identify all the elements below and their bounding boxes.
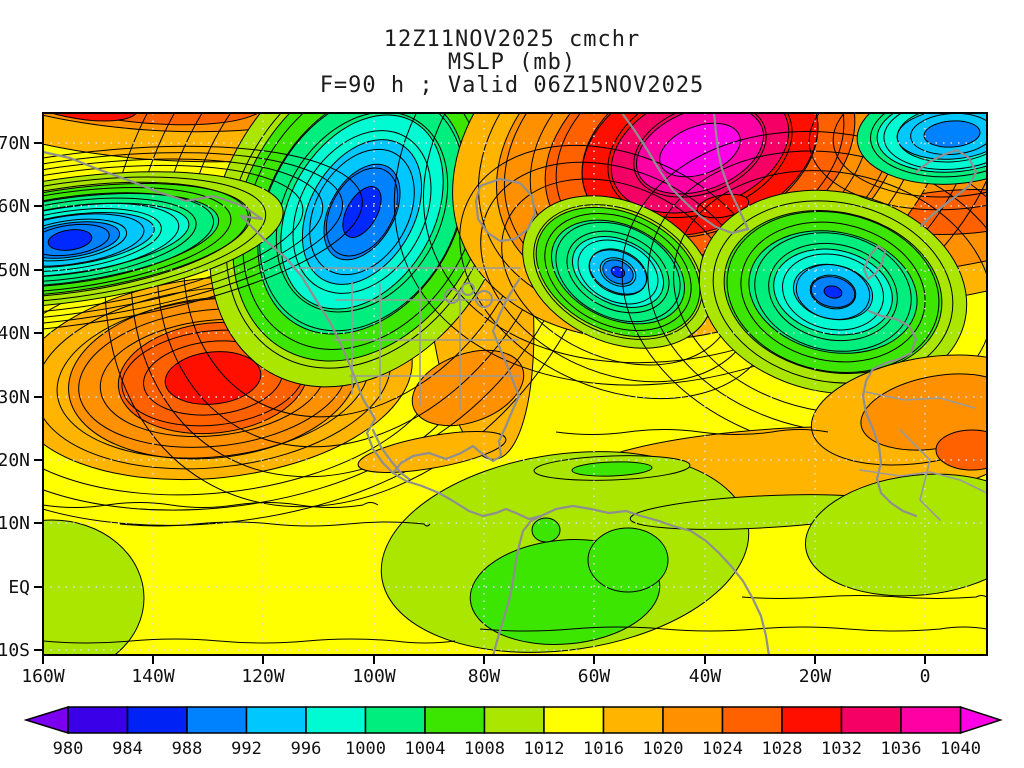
lon-label-60W: 60W (578, 666, 611, 687)
feature-norwegian-sea-low (808, 113, 987, 211)
colorbar-segment (483, 706, 545, 734)
contour-line-layer (43, 429, 987, 644)
feature-sahara-orange (810, 354, 987, 471)
chart-title: 12Z11NOV2025 cmchr MSLP (mb) F=90 h ; Va… (0, 28, 1024, 97)
feature-south-america-greens (380, 451, 750, 653)
colorbar-value-label: 1016 (583, 739, 624, 759)
lat-label-20N: 20N (0, 450, 30, 471)
colorbar-legend: 980 984 988 992 996 1000 1004 1008 1012 1016 1020 1… (23, 705, 1003, 759)
title-variable: MSLP (mb) (447, 50, 577, 75)
lon-label-120W: 120W (241, 666, 285, 687)
lon-label-140W: 140W (131, 666, 175, 687)
colorbar-value-label: 1024 (702, 739, 743, 759)
colorbar-value-label: 996 (291, 739, 322, 759)
lon-label-20W: 20W (799, 666, 832, 687)
colorbar-value-label: 1040 (940, 739, 981, 759)
colorbar-value-label: 1000 (345, 739, 386, 759)
feature-mexico-gold-tongue (357, 431, 507, 473)
colorbar-segment (543, 706, 605, 734)
title-init-model: 12Z11NOV2025 cmchr (383, 27, 641, 52)
colorbar-right-arrow (959, 705, 1003, 735)
feature-newfoundland-low (459, 144, 777, 400)
colorbar-segment (900, 706, 962, 734)
lon-label-100W: 100W (352, 666, 396, 687)
colorbar-segment (662, 706, 724, 734)
feature-west-africa-yellowgreen (804, 473, 987, 597)
colorbar-segment (305, 706, 367, 734)
colorbar-value-label: 1028 (762, 739, 803, 759)
feature-canada-low (104, 113, 620, 508)
colorbar-left-arrow (23, 705, 69, 735)
colorbar-value-label: 980 (53, 739, 84, 759)
colorbar-value-label: 984 (112, 739, 143, 759)
colorbar-value-label: 1012 (524, 739, 565, 759)
graticule-layer (43, 113, 987, 655)
colorbar-value-label: 988 (172, 739, 203, 759)
lat-label-EQ: EQ (8, 577, 30, 598)
lon-label-0: 0 (920, 666, 931, 687)
colorbar-segment (781, 706, 843, 734)
axes-layer: 70N 60N 50N 40N 30N 20N 10N EQ 10S 160W 140W 120W 10… (0, 112, 988, 687)
lat-label-40N: 40N (0, 323, 30, 344)
colorbar-segment (602, 706, 664, 734)
colorbar-segment (245, 706, 307, 734)
colorbar-value-label: 1020 (643, 739, 684, 759)
lat-label-70N: 70N (0, 133, 30, 154)
feature-southwest-pacific-yellowgreen (43, 519, 145, 655)
coastline-layer (43, 113, 986, 655)
lat-label-30N: 30N (0, 387, 30, 408)
colorbar-value-label: 1032 (821, 739, 862, 759)
lat-label-60N: 60N (0, 196, 30, 217)
colorbar-segment (424, 706, 486, 734)
colorbar-segment (67, 706, 129, 734)
colorbar-value-label: 1004 (405, 739, 446, 759)
colorbar-value-label: 992 (231, 739, 262, 759)
colorbar-segment (186, 706, 248, 734)
lat-label-10S: 10S (0, 640, 30, 661)
colorbar-segment (840, 706, 902, 734)
feature-caribbean-green-band (533, 455, 691, 481)
lon-label-40W: 40W (689, 666, 722, 687)
lat-label-10N: 10N (0, 513, 30, 534)
colorbar-value-label: 1008 (464, 739, 505, 759)
colorbar-segment (721, 706, 783, 734)
colorbar-segment (364, 706, 426, 734)
colorbar-segment (126, 706, 188, 734)
lon-label-80W: 80W (468, 666, 501, 687)
lat-label-50N: 50N (0, 260, 30, 281)
colorbar-value-label: 1036 (881, 739, 922, 759)
lon-label-160W: 160W (21, 666, 65, 687)
feature-alaska-low (43, 145, 363, 335)
title-forecast-valid: F=90 h ; Valid 06Z15NOV2025 (319, 73, 705, 98)
